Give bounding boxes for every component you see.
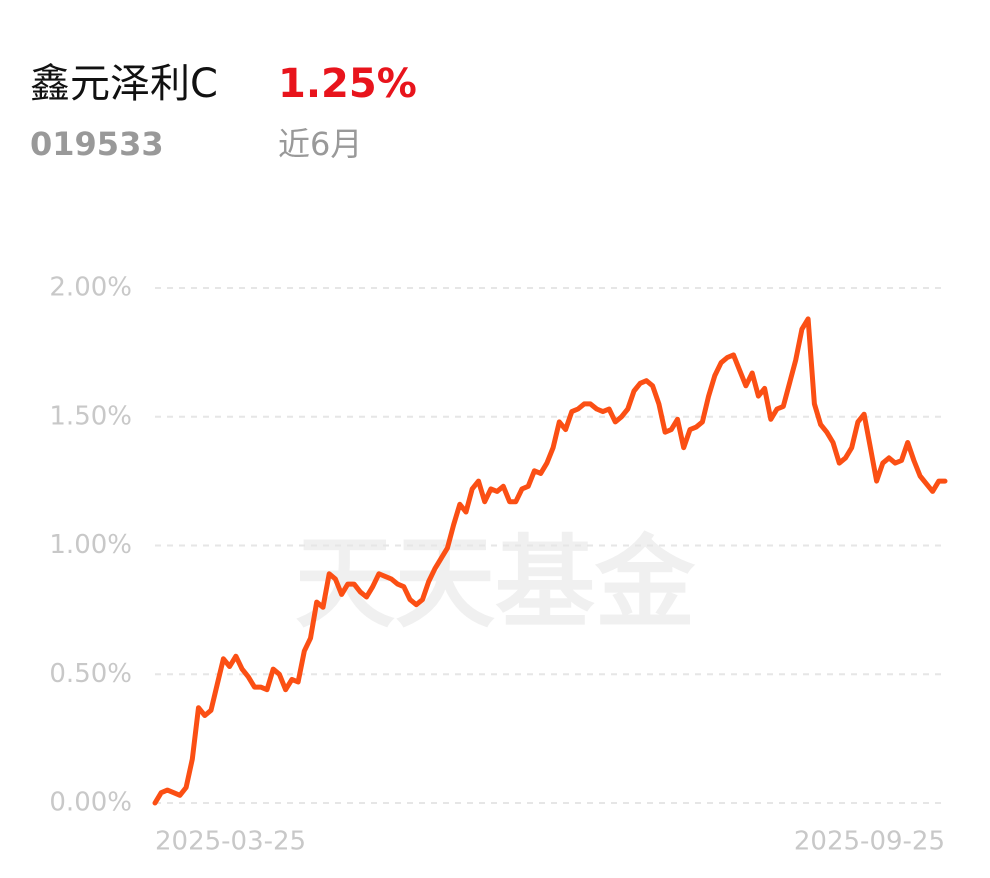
y-tick-label: 0.00% [49, 788, 132, 818]
y-tick-label: 1.00% [49, 530, 132, 560]
watermark: 天天基金 [295, 524, 696, 641]
y-tick-label: 2.00% [49, 273, 132, 303]
fund-code: 019533 [30, 125, 164, 163]
y-tick-label: 1.50% [49, 401, 132, 431]
x-tick-label: 2025-03-25 [155, 827, 306, 857]
x-tick-label: 2025-09-25 [794, 827, 945, 857]
y-tick-label: 0.50% [49, 659, 132, 689]
line [152, 316, 948, 806]
fund-name: 鑫元泽利C [30, 61, 218, 107]
period: 近6月 [278, 125, 362, 163]
fund-return: 1.25% [278, 61, 417, 107]
